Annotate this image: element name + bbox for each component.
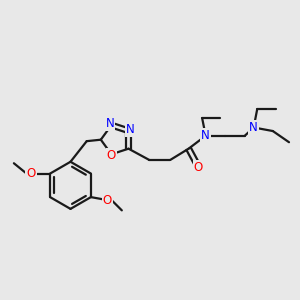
Text: N: N [201,129,210,142]
Text: O: O [194,161,203,174]
Text: N: N [249,121,258,134]
Text: N: N [126,123,134,136]
Text: O: O [26,167,36,180]
Text: O: O [107,149,116,162]
Text: O: O [103,194,112,207]
Text: N: N [106,117,114,130]
